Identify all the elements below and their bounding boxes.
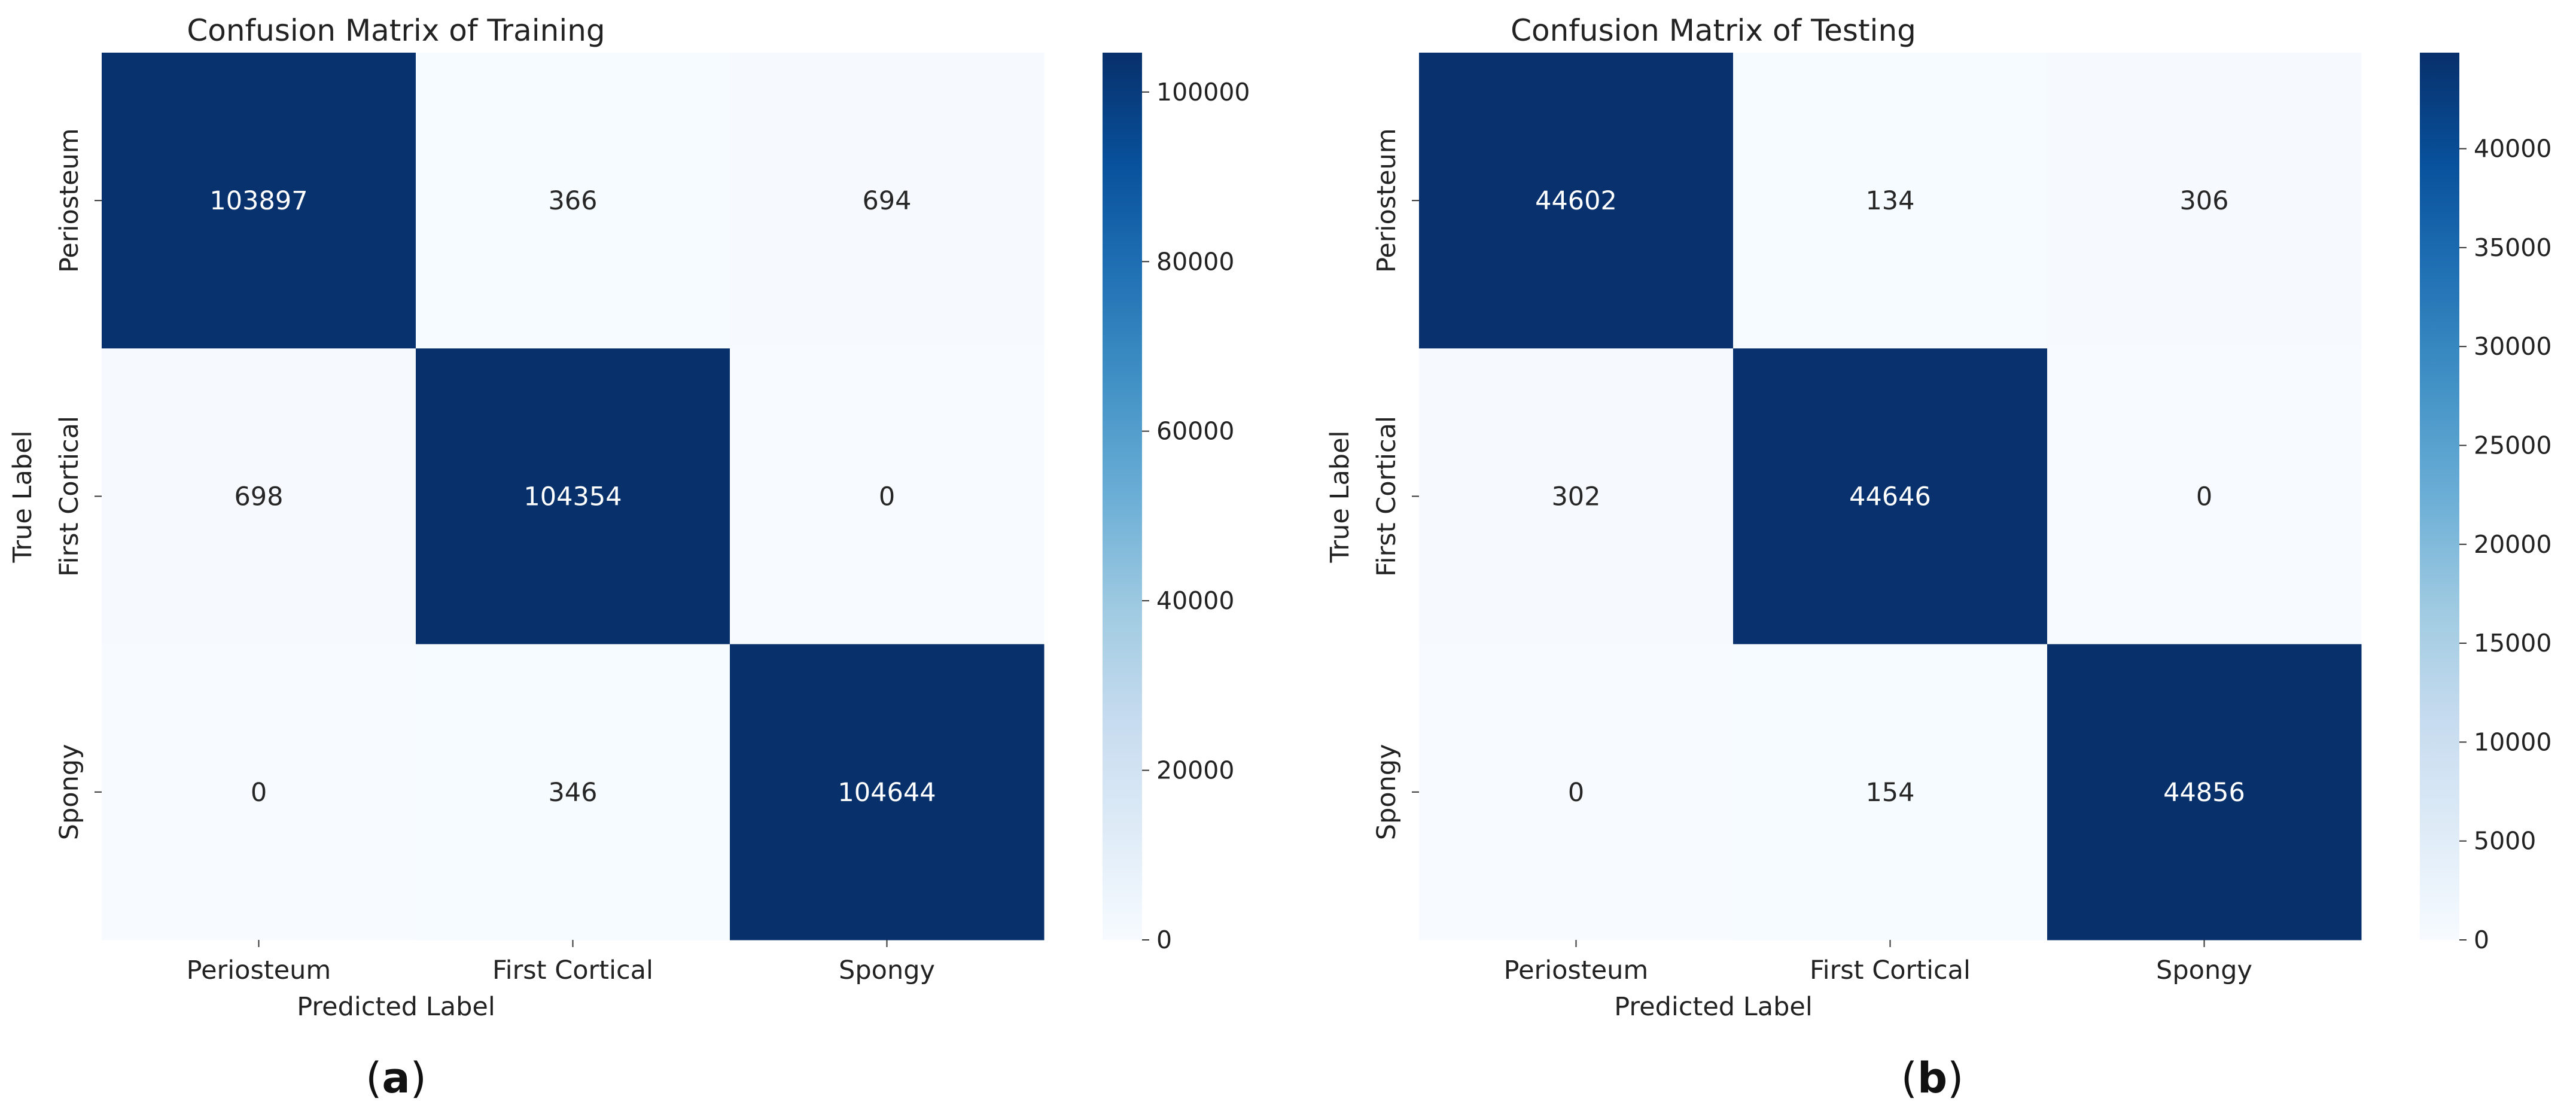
cell-value-label: 0 — [1568, 778, 1584, 808]
colorbar: 0 20000 40000 60000 80000 100000 — [1103, 53, 1250, 954]
colorbar-tick-label: 35000 — [2474, 233, 2551, 262]
colorbar-tick-label: 10000 — [2474, 728, 2551, 756]
cell-value-label: 44602 — [1535, 186, 1617, 216]
heatmap-cell — [730, 53, 1045, 349]
heatmap-cell — [730, 348, 1045, 645]
x-tick-label: First Cortical — [492, 955, 653, 985]
heatmap-cell — [102, 53, 416, 349]
heatmap-cells: 103897 366 694 698 104354 0 0 346 104644 — [102, 53, 1045, 940]
heatmap-cell — [1733, 53, 2048, 349]
colorbar-tick-label: 15000 — [2474, 629, 2551, 658]
heatmap-cell — [1419, 644, 1734, 940]
heatmap-cell — [1733, 348, 2048, 645]
heatmap-cell — [730, 644, 1045, 940]
cell-value-label: 104644 — [838, 778, 936, 808]
y-axis-ticks: Periosteum First Cortical Spongy — [54, 128, 102, 840]
heatmap-cell — [1419, 53, 1734, 349]
cell-value-label: 44856 — [2163, 778, 2245, 808]
x-axis-ticks: Periosteum First Cortical Spongy — [187, 940, 935, 985]
x-tick-label: Spongy — [2156, 955, 2252, 985]
cell-value-label: 694 — [862, 186, 911, 216]
x-axis-label: Predicted Label — [297, 992, 495, 1022]
cell-value-label: 103897 — [209, 186, 307, 216]
subfigure-letter: b — [1917, 1054, 1947, 1103]
colorbar-gradient — [2420, 53, 2459, 940]
cell-value-label: 0 — [251, 778, 267, 808]
y-axis-label: True Label — [8, 430, 38, 563]
heatmap-cell — [1419, 348, 1734, 645]
x-axis-ticks: Periosteum First Cortical Spongy — [1504, 940, 2252, 985]
chart-title: Confusion Matrix of Testing — [1511, 13, 1916, 48]
x-tick-label: Periosteum — [187, 955, 331, 985]
cell-value-label: 366 — [548, 186, 597, 216]
subfigure-caption: (b) — [1901, 1054, 1964, 1103]
colorbar-tick-label: 0 — [1156, 926, 1172, 954]
colorbar-tick-label: 20000 — [1156, 756, 1234, 785]
subfigure-caption: (a) — [366, 1054, 427, 1103]
colorbar-tick-label: 25000 — [2474, 431, 2551, 459]
heatmap-cell — [102, 644, 416, 940]
cell-value-label: 302 — [1551, 482, 1600, 512]
y-axis-ticks: Periosteum First Cortical Spongy — [1372, 128, 1419, 840]
colorbar-tick-label: 5000 — [2474, 827, 2536, 856]
colorbar-tick-label: 100000 — [1156, 78, 1250, 106]
cell-value-label: 346 — [548, 778, 597, 808]
y-tick-label: First Cortical — [1372, 416, 1402, 577]
cell-value-label: 306 — [2179, 186, 2228, 216]
chart-title: Confusion Matrix of Training — [187, 13, 605, 48]
cell-value-label: 134 — [1865, 186, 1914, 216]
heatmap-cell — [416, 348, 730, 645]
x-axis-label: Predicted Label — [1614, 992, 1813, 1022]
cell-value-label: 0 — [2196, 482, 2212, 512]
cell-value-label: 0 — [879, 482, 895, 512]
y-axis-label: True Label — [1325, 430, 1355, 563]
colorbar-tick-label: 30000 — [2474, 332, 2551, 361]
colorbar-tick-label: 40000 — [2474, 135, 2551, 163]
cell-value-label: 44646 — [1849, 482, 1931, 512]
y-tick-label: First Cortical — [54, 416, 84, 577]
colorbar-tick-label: 0 — [2474, 926, 2489, 954]
cell-value-label: 698 — [234, 482, 283, 512]
y-tick-label: Periosteum — [54, 128, 84, 273]
heatmap-cell — [2047, 348, 2362, 645]
y-tick-label: Periosteum — [1372, 128, 1402, 273]
heatmap-cell — [2047, 644, 2362, 940]
heatmap-cell — [416, 644, 730, 940]
subfigure-letter: a — [382, 1054, 410, 1103]
cell-value-label: 154 — [1865, 778, 1914, 808]
y-tick-label: Spongy — [1372, 744, 1402, 840]
heatmap-cell — [102, 348, 416, 645]
y-tick-label: Spongy — [54, 744, 84, 840]
x-tick-label: Spongy — [839, 955, 935, 985]
x-tick-label: First Cortical — [1810, 955, 1971, 985]
colorbar-tick-label: 80000 — [1156, 247, 1234, 276]
panel-testing: Confusion Matrix of Testing 44602 134 306 3… — [1325, 13, 2551, 1103]
x-tick-label: Periosteum — [1504, 955, 1649, 985]
colorbar-tick-label: 60000 — [1156, 417, 1234, 446]
heatmap-cells: 44602 134 306 302 44646 0 0 154 44856 — [1419, 53, 2362, 940]
cell-value-label: 104354 — [523, 482, 622, 512]
colorbar: 0 5000 10000 15000 20000 25000 30000 35000 40000 — [2420, 53, 2551, 954]
colorbar-tick-label: 20000 — [2474, 530, 2551, 559]
colorbar-gradient — [1103, 53, 1142, 940]
heatmap-cell — [416, 53, 730, 349]
colorbar-tick-label: 40000 — [1156, 586, 1234, 615]
heatmap-cell — [1733, 644, 2048, 940]
panel-training: Confusion Matrix of Training 103897 366 69… — [8, 13, 1250, 1103]
heatmap-cell — [2047, 53, 2362, 349]
